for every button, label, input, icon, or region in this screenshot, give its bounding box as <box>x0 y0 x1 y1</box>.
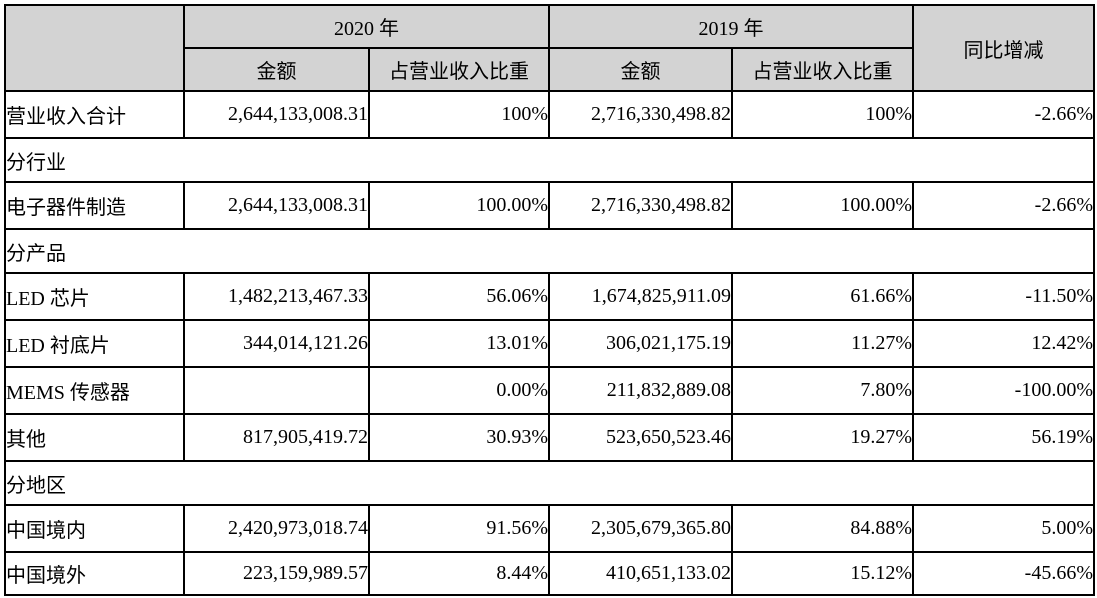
row-label: 中国境外 <box>4 551 185 596</box>
cell-share-2019: 7.80% <box>731 366 914 415</box>
amount-2019-header: 金额 <box>548 47 733 92</box>
section-label: 分产品 <box>4 228 1095 274</box>
row-label: 其他 <box>4 413 185 462</box>
cell-amount-2020 <box>183 366 370 415</box>
cell-yoy: -11.50% <box>912 272 1095 321</box>
cell-share-2019: 11.27% <box>731 319 914 368</box>
cell-share-2020: 91.56% <box>368 504 550 553</box>
cell-amount-2019: 211,832,889.08 <box>548 366 733 415</box>
cell-amount-2020: 1,482,213,467.33 <box>183 272 370 321</box>
cell-amount-2020: 2,420,973,018.74 <box>183 504 370 553</box>
table-row-domestic-china: 中国境内 2,420,973,018.74 91.56% 2,305,679,3… <box>4 504 1095 553</box>
cell-share-2019: 100% <box>731 90 914 139</box>
cell-amount-2019: 306,021,175.19 <box>548 319 733 368</box>
cell-share-2020: 30.93% <box>368 413 550 462</box>
table-row-mems-sensor: MEMS 传感器 0.00% 211,832,889.08 7.80% -100… <box>4 366 1095 415</box>
table-row-led-substrate: LED 衬底片 344,014,121.26 13.01% 306,021,17… <box>4 319 1095 368</box>
row-label: LED 芯片 <box>4 272 185 321</box>
cell-yoy: 5.00% <box>912 504 1095 553</box>
cell-share-2019: 19.27% <box>731 413 914 462</box>
cell-yoy: 12.42% <box>912 319 1095 368</box>
row-label: 营业收入合计 <box>4 90 185 139</box>
year-2020-header: 2020 年 <box>183 4 550 49</box>
section-row-by-industry: 分行业 <box>4 137 1095 183</box>
row-label: MEMS 传感器 <box>4 366 185 415</box>
cell-share-2019: 100.00% <box>731 181 914 230</box>
cell-amount-2020: 817,905,419.72 <box>183 413 370 462</box>
revenue-breakdown-table: 2020 年 2019 年 同比增减 金额 占营业收入比重 金额 占营业收入比重… <box>4 4 1095 596</box>
table-row-total-revenue: 营业收入合计 2,644,133,008.31 100% 2,716,330,4… <box>4 90 1095 139</box>
cell-share-2019: 61.66% <box>731 272 914 321</box>
row-label: 中国境内 <box>4 504 185 553</box>
cell-amount-2019: 410,651,133.02 <box>548 551 733 596</box>
cell-yoy: -2.66% <box>912 90 1095 139</box>
year-2019-header: 2019 年 <box>548 4 914 49</box>
share-2020-header: 占营业收入比重 <box>368 47 550 92</box>
cell-share-2020: 8.44% <box>368 551 550 596</box>
amount-2020-header: 金额 <box>183 47 370 92</box>
table-row-other: 其他 817,905,419.72 30.93% 523,650,523.46 … <box>4 413 1095 462</box>
cell-share-2020: 0.00% <box>368 366 550 415</box>
table-row-electronic-components: 电子器件制造 2,644,133,008.31 100.00% 2,716,33… <box>4 181 1095 230</box>
cell-yoy: 56.19% <box>912 413 1095 462</box>
cell-amount-2019: 523,650,523.46 <box>548 413 733 462</box>
cell-share-2020: 56.06% <box>368 272 550 321</box>
header-row-years: 2020 年 2019 年 同比增减 <box>4 4 1095 92</box>
corner-cell <box>4 4 185 92</box>
table-row-led-chip: LED 芯片 1,482,213,467.33 56.06% 1,674,825… <box>4 272 1095 321</box>
cell-yoy: -45.66% <box>912 551 1095 596</box>
cell-amount-2020: 223,159,989.57 <box>183 551 370 596</box>
cell-yoy: -2.66% <box>912 181 1095 230</box>
cell-amount-2020: 2,644,133,008.31 <box>183 181 370 230</box>
cell-amount-2019: 2,716,330,498.82 <box>548 90 733 139</box>
section-label: 分行业 <box>4 137 1095 183</box>
yoy-header: 同比增减 <box>912 4 1095 92</box>
cell-amount-2020: 2,644,133,008.31 <box>183 90 370 139</box>
row-label: LED 衬底片 <box>4 319 185 368</box>
cell-share-2020: 13.01% <box>368 319 550 368</box>
cell-share-2019: 84.88% <box>731 504 914 553</box>
cell-amount-2019: 2,716,330,498.82 <box>548 181 733 230</box>
section-row-by-region: 分地区 <box>4 460 1095 506</box>
header-row-metrics: 金额 占营业收入比重 金额 占营业收入比重 <box>5 47 1094 92</box>
cell-amount-2019: 1,674,825,911.09 <box>548 272 733 321</box>
section-row-by-product: 分产品 <box>4 228 1095 274</box>
cell-yoy: -100.00% <box>912 366 1095 415</box>
share-2019-header: 占营业收入比重 <box>731 47 914 92</box>
row-label: 电子器件制造 <box>4 181 185 230</box>
cell-amount-2019: 2,305,679,365.80 <box>548 504 733 553</box>
section-label: 分地区 <box>4 460 1095 506</box>
cell-share-2019: 15.12% <box>731 551 914 596</box>
cell-share-2020: 100% <box>368 90 550 139</box>
cell-amount-2020: 344,014,121.26 <box>183 319 370 368</box>
cell-share-2020: 100.00% <box>368 181 550 230</box>
table-row-outside-china: 中国境外 223,159,989.57 8.44% 410,651,133.02… <box>4 551 1095 596</box>
